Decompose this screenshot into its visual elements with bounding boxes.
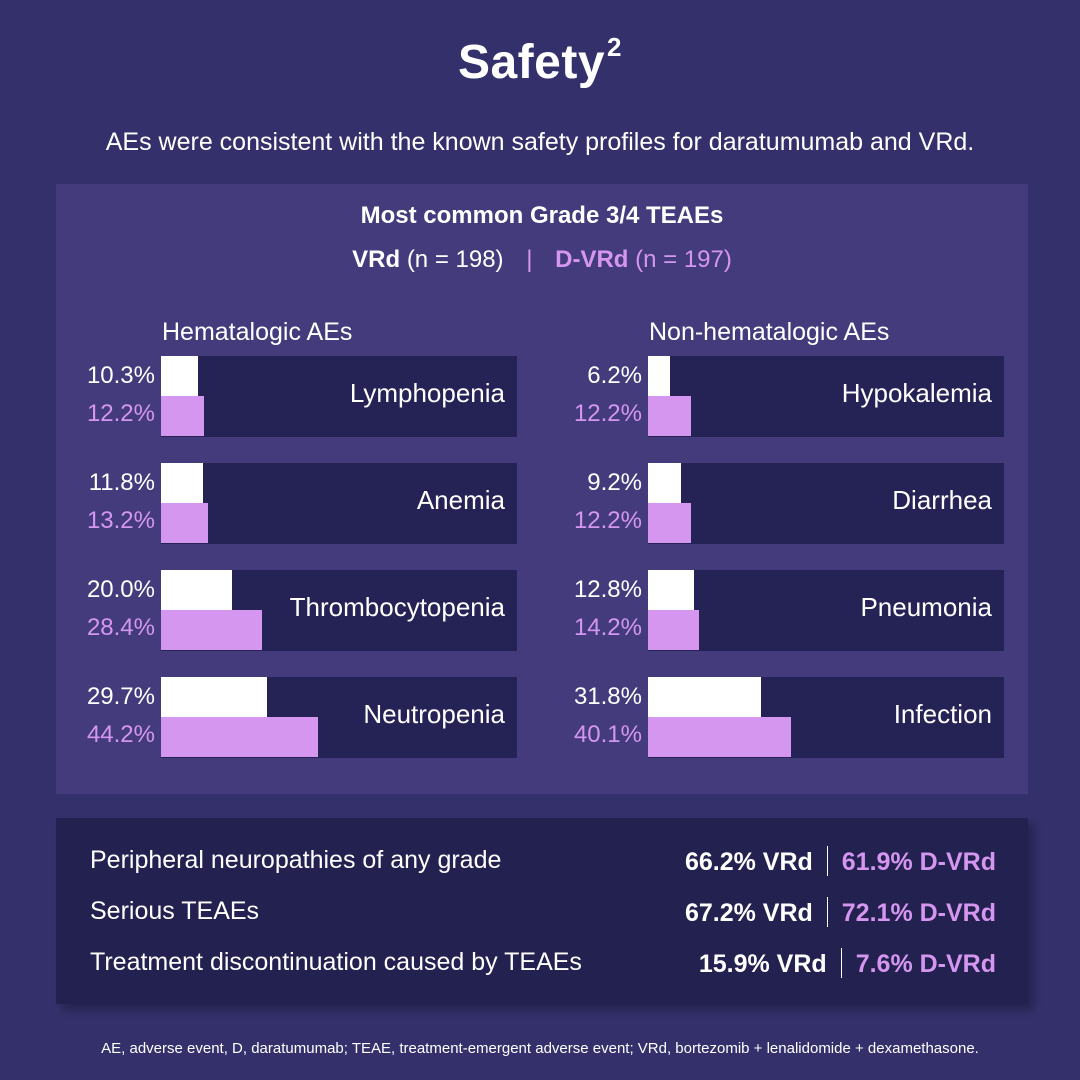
bar-row-neutropenia: 29.7% 44.2% Neutropenia [87, 677, 517, 759]
summary-dvrd-value: 7.6% D-VRd [855, 950, 996, 978]
value-label-vrd: 12.8% [573, 576, 642, 603]
bar-row-anemia: 11.8% 13.2% Anemia [87, 463, 517, 545]
value-label-vrd: 6.2% [587, 362, 642, 389]
bar-row-lymphopenia: 10.3% 12.2% Lymphopenia [87, 356, 517, 438]
category-label: Diarrhea [892, 485, 992, 515]
reference-superscript: 2 [607, 32, 623, 62]
bar-dvrd-neutropenia [161, 717, 319, 757]
legend-dvrd: D-VRd [555, 246, 629, 273]
bar-vrd-anemia [161, 463, 203, 503]
value-label-vrd: 31.8% [573, 683, 642, 710]
summary-dvrd-value: 61.9% D-VRd [841, 848, 996, 876]
summary-vrd-value: 67.2% VRd [684, 899, 813, 927]
summary-values: 67.2% VRd 72.1% D-VRd [685, 897, 996, 928]
value-label-dvrd: 14.2% [573, 614, 642, 641]
bar-row-infection: 31.8% 40.1% Infection [574, 677, 1004, 759]
summary-row: Serious TEAEs 67.2% VRd 72.1% D-VRd [90, 897, 996, 937]
bar-vrd-infection [648, 677, 762, 717]
summary-row: Treatment discontinuation caused by TEAE… [90, 948, 996, 988]
bar-track [648, 356, 1004, 437]
bar-row-pneumonia: 12.8% 14.2% Pneumonia [574, 570, 1004, 652]
footnote: AE, adverse event, D, daratumumab; TEAE,… [101, 1040, 979, 1057]
value-label-dvrd: 28.4% [86, 614, 155, 641]
bar-dvrd-pneumonia [648, 610, 699, 650]
summary-separator [826, 846, 828, 876]
bar-track [648, 463, 1004, 544]
category-label: Neutropenia [363, 699, 505, 729]
group-title-hematologic: Hematalogic AEs [162, 318, 353, 346]
value-label-vrd: 11.8% [88, 469, 155, 496]
bar-track [161, 463, 517, 544]
summary-separator [826, 897, 828, 927]
summary-label: Serious TEAEs [90, 897, 260, 925]
category-label: Anemia [416, 485, 505, 515]
summary-values: 66.2% VRd 61.9% D-VRd [685, 846, 996, 877]
bar-dvrd-diarrhea [648, 503, 692, 543]
category-label: Pneumonia [860, 592, 992, 622]
bar-dvrd-lymphopenia [161, 396, 205, 436]
value-label-dvrd: 13.2% [86, 507, 155, 534]
summary-label: Treatment discontinuation caused by TEAE… [90, 948, 582, 976]
value-label-dvrd: 12.2% [573, 507, 642, 534]
value-label-dvrd: 12.2% [86, 400, 155, 427]
group-title-non-hematologic: Non-hematalogic AEs [649, 318, 890, 346]
value-label-vrd: 10.3% [86, 362, 155, 389]
bar-track [648, 570, 1004, 651]
summary-row: Peripheral neuropathies of any grade 66.… [90, 846, 996, 886]
summary-separator [840, 948, 842, 978]
summary-dvrd-value: 72.1% D-VRd [841, 899, 996, 927]
bar-dvrd-infection [648, 717, 791, 757]
bar-vrd-thrombocytopenia [161, 570, 233, 610]
bar-row-hypokalemia: 6.2% 12.2% Hypokalemia [574, 356, 1004, 438]
bar-vrd-lymphopenia [161, 356, 198, 396]
category-label: Thrombocytopenia [289, 592, 505, 622]
page-subtitle: AEs were consistent with the known safet… [105, 128, 975, 156]
chart-title: Most common Grade 3/4 TEAEs [360, 202, 724, 229]
summary-label: Peripheral neuropathies of any grade [90, 846, 502, 874]
chart-legend: VRd (n = 198) | D-VRd (n = 197) [56, 246, 1028, 274]
summary-values: 15.9% VRd 7.6% D-VRd [699, 948, 996, 979]
bar-vrd-neutropenia [161, 677, 267, 717]
summary-vrd-value: 15.9% VRd [698, 950, 827, 978]
category-label: Infection [893, 699, 992, 729]
page-title-text: Safety [457, 36, 606, 89]
bar-dvrd-anemia [161, 503, 208, 543]
bar-dvrd-hypokalemia [648, 396, 692, 436]
teae-chart-panel: Most common Grade 3/4 TEAEs VRd (n = 198… [56, 184, 1028, 794]
bar-row-thrombocytopenia: 20.0% 28.4% Thrombocytopenia [87, 570, 517, 652]
category-label: Hypokalemia [841, 378, 992, 408]
value-label-vrd: 29.7% [86, 683, 155, 710]
bar-dvrd-thrombocytopenia [161, 610, 263, 650]
bar-vrd-hypokalemia [648, 356, 671, 396]
bar-row-diarrhea: 9.2% 12.2% Diarrhea [574, 463, 1004, 545]
bar-vrd-diarrhea [648, 463, 681, 503]
bar-track [161, 356, 517, 437]
legend-vrd: VRd [352, 246, 401, 273]
value-label-vrd: 9.2% [587, 469, 642, 496]
summary-panel: Peripheral neuropathies of any grade 66.… [56, 818, 1028, 1004]
category-label: Lymphopenia [349, 378, 505, 408]
summary-vrd-value: 66.2% VRd [684, 848, 813, 876]
value-label-dvrd: 12.2% [573, 400, 642, 427]
value-label-dvrd: 44.2% [86, 721, 155, 748]
legend-separator: | [526, 246, 533, 273]
value-label-dvrd: 40.1% [573, 721, 642, 748]
legend-dvrd-n: (n = 197) [635, 246, 732, 273]
bar-vrd-pneumonia [648, 570, 694, 610]
page-title: Safety2 [0, 32, 1080, 90]
value-label-vrd: 20.0% [86, 576, 155, 603]
legend-vrd-n: (n = 198) [406, 246, 504, 273]
